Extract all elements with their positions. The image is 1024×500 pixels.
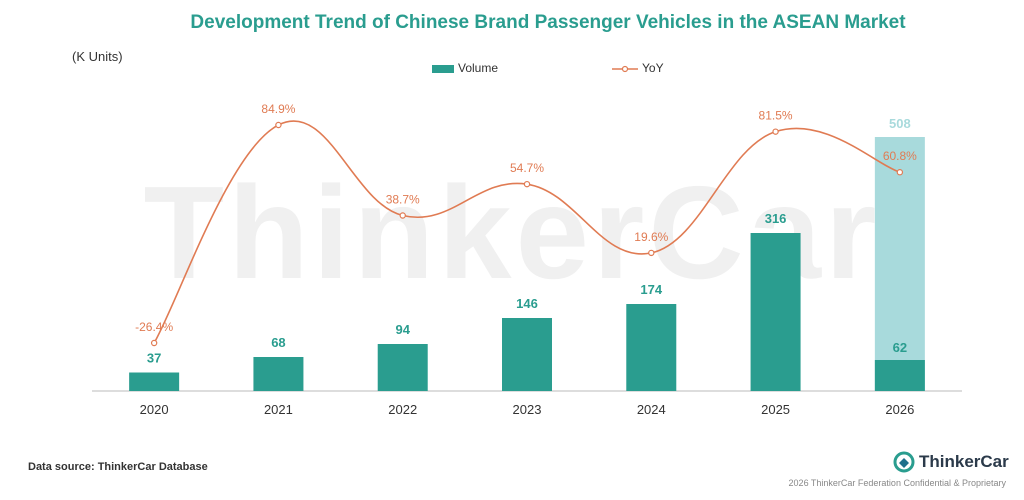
data-source: Data source: ThinkerCar Database bbox=[28, 461, 208, 473]
x-tick-2024: 2024 bbox=[637, 402, 666, 417]
brand-logo: ThinkerCar bbox=[893, 451, 1009, 473]
footer-note: 2026 ThinkerCar Federation Confidential … bbox=[788, 478, 1006, 488]
bar-volume-2021 bbox=[253, 357, 304, 391]
bar-forecast-2026 bbox=[874, 137, 925, 391]
volume-label-2020: 37 bbox=[147, 351, 161, 366]
volume-label-2024: 174 bbox=[640, 282, 662, 297]
legend-volume-swatch bbox=[432, 65, 454, 73]
yoy-label-2026: 60.8% bbox=[883, 149, 917, 163]
legend-yoy-marker bbox=[621, 65, 629, 73]
yoy-label-2024: 19.6% bbox=[634, 230, 668, 244]
yoy-point-2023 bbox=[523, 180, 531, 188]
volume-label-2025: 316 bbox=[765, 211, 787, 226]
legend-yoy-label: YoY bbox=[642, 61, 664, 75]
bar-volume-2020 bbox=[129, 372, 180, 391]
x-tick-2025: 2025 bbox=[761, 402, 790, 417]
bar-volume-2023 bbox=[502, 318, 552, 391]
chart-title: Development Trend of Chinese Brand Passe… bbox=[190, 12, 906, 33]
yoy-label-2020: -26.4% bbox=[135, 320, 173, 334]
yoy-label-2023: 54.7% bbox=[510, 161, 544, 175]
chart: ThinkerCar Development Trend of Chinese … bbox=[72, 12, 962, 417]
forecast-label-2026: 508 bbox=[889, 116, 911, 131]
yoy-label-2021: 84.9% bbox=[261, 102, 295, 116]
bar-volume-2022 bbox=[377, 344, 428, 391]
yoy-point-2025 bbox=[772, 128, 779, 135]
x-tick-2026: 2026 bbox=[885, 402, 914, 417]
yoy-point-2024 bbox=[648, 249, 655, 257]
thinkercar-logo-icon bbox=[893, 451, 915, 473]
bar-volume-2026 bbox=[874, 360, 925, 391]
x-tick-2023: 2023 bbox=[513, 402, 542, 417]
x-tick-2022: 2022 bbox=[388, 402, 417, 417]
legend-volume-label: Volume bbox=[458, 61, 498, 75]
yoy-label-2025: 81.5% bbox=[759, 109, 793, 123]
y-axis-unit-label: (K Units) bbox=[72, 49, 123, 64]
brand-name: ThinkerCar bbox=[919, 452, 1009, 471]
yoy-label-2022: 38.7% bbox=[386, 192, 420, 206]
yoy-point-2020 bbox=[150, 339, 158, 347]
volume-label-2021: 68 bbox=[271, 335, 285, 350]
x-tick-2021: 2021 bbox=[264, 402, 293, 417]
yoy-point-2021 bbox=[275, 121, 282, 129]
legend: Volume YoY bbox=[432, 61, 664, 75]
volume-label-2026: 62 bbox=[893, 340, 907, 355]
bar-volume-2024 bbox=[626, 304, 677, 391]
x-tick-2020: 2020 bbox=[140, 402, 169, 417]
yoy-line bbox=[153, 120, 901, 344]
volume-label-2023: 146 bbox=[516, 296, 538, 311]
volume-label-2022: 94 bbox=[395, 322, 410, 337]
yoy-point-2022 bbox=[399, 212, 406, 219]
yoy-point-2026 bbox=[896, 169, 904, 176]
bar-volume-2025 bbox=[750, 233, 801, 391]
